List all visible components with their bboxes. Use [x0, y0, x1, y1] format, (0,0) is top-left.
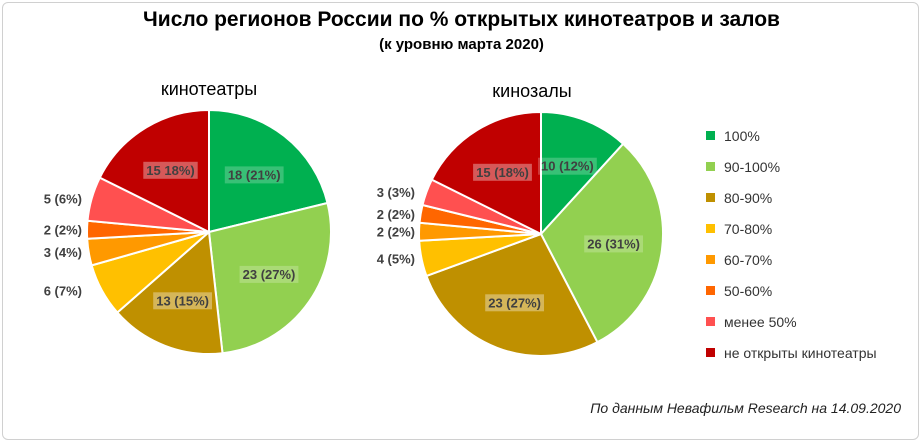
- legend-item: менее 50%: [706, 306, 877, 337]
- data-label: 15 18%): [146, 163, 194, 178]
- legend-swatch: [706, 348, 715, 357]
- legend-label: 60-70%: [724, 251, 773, 268]
- data-label: 26 (31%): [587, 236, 640, 251]
- data-label-bg: [485, 294, 544, 312]
- pie-slice: [115, 229, 224, 355]
- pie-title: кинотеатры: [161, 79, 257, 99]
- data-label: 23 (27%): [243, 267, 296, 282]
- data-label-bg: [153, 292, 212, 310]
- data-label: 2 (2%): [44, 223, 82, 238]
- source-note: По данным Невафильм Research на 14.09.20…: [590, 400, 901, 416]
- legend-swatch: [706, 131, 715, 140]
- pie-slice: [98, 108, 210, 234]
- data-label-bg: [473, 163, 532, 181]
- legend-label: 70-80%: [724, 220, 773, 237]
- legend-label: 50-60%: [724, 282, 773, 299]
- data-label: 18 (21%): [228, 167, 281, 182]
- pie-slice: [425, 232, 599, 357]
- pie-slice: [540, 110, 625, 237]
- pie-slice: [539, 142, 664, 344]
- data-label: 2 (2%): [377, 225, 415, 240]
- legend-swatch: [706, 286, 715, 295]
- chart-title: Число регионов России по % открытых кино…: [143, 8, 780, 31]
- legend-swatch: [706, 224, 715, 233]
- legend-item: 50-60%: [706, 275, 877, 306]
- pie-slice: [430, 110, 542, 236]
- data-label: 15 (18%): [476, 165, 529, 180]
- data-label: 23 (27%): [488, 295, 541, 310]
- pie-screens: кинозалы 10 (12%) 26 (31%) 23 (27%) 4 (5%) 2 …: [377, 81, 664, 357]
- pie-slice: [208, 108, 329, 234]
- legend-item: 60-70%: [706, 244, 877, 275]
- legend: 100% 90-100% 80-90% 70-80% 60-70% 50-60% менее…: [706, 120, 877, 368]
- data-label-bg: [239, 265, 299, 283]
- data-label: 6 (7%): [44, 283, 82, 298]
- legend-swatch: [706, 162, 715, 171]
- legend-swatch: [706, 317, 715, 326]
- legend-swatch: [706, 255, 715, 264]
- legend-item: 80-90%: [706, 182, 877, 213]
- legend-label: 80-90%: [724, 189, 773, 206]
- data-label-bg: [143, 161, 198, 179]
- legend-label: менее 50%: [724, 313, 797, 330]
- legend-label: 90-100%: [724, 158, 781, 175]
- data-label-bg: [538, 157, 597, 175]
- legend-item: 100%: [706, 120, 877, 151]
- data-label: 2 (2%): [377, 207, 415, 222]
- legend-label: не открыты кинотеатры: [724, 344, 877, 361]
- data-label: 3 (4%): [44, 245, 82, 260]
- data-label: 13 (15%): [156, 293, 209, 308]
- legend-item: 90-100%: [706, 151, 877, 182]
- pie-cinemas: кинотеатры 18 (21%) 23 (27%) 13 (15%) 6 (7%)…: [44, 79, 332, 355]
- data-label-bg: [584, 235, 643, 253]
- legend-label: 100%: [724, 127, 760, 144]
- data-label: 3 (3%): [377, 185, 415, 200]
- legend-swatch: [706, 193, 715, 202]
- pie-slice: [207, 201, 332, 355]
- pie-title: кинозалы: [492, 81, 571, 101]
- data-label-bg: [224, 166, 284, 184]
- data-label: 5 (6%): [44, 192, 82, 207]
- legend-item: 70-80%: [706, 213, 877, 244]
- data-label: 10 (12%): [541, 159, 594, 174]
- data-label: 4 (5%): [377, 252, 415, 267]
- chart-subtitle: (к уровню марта 2020): [379, 36, 544, 53]
- legend-item: не открыты кинотеатры: [706, 337, 877, 368]
